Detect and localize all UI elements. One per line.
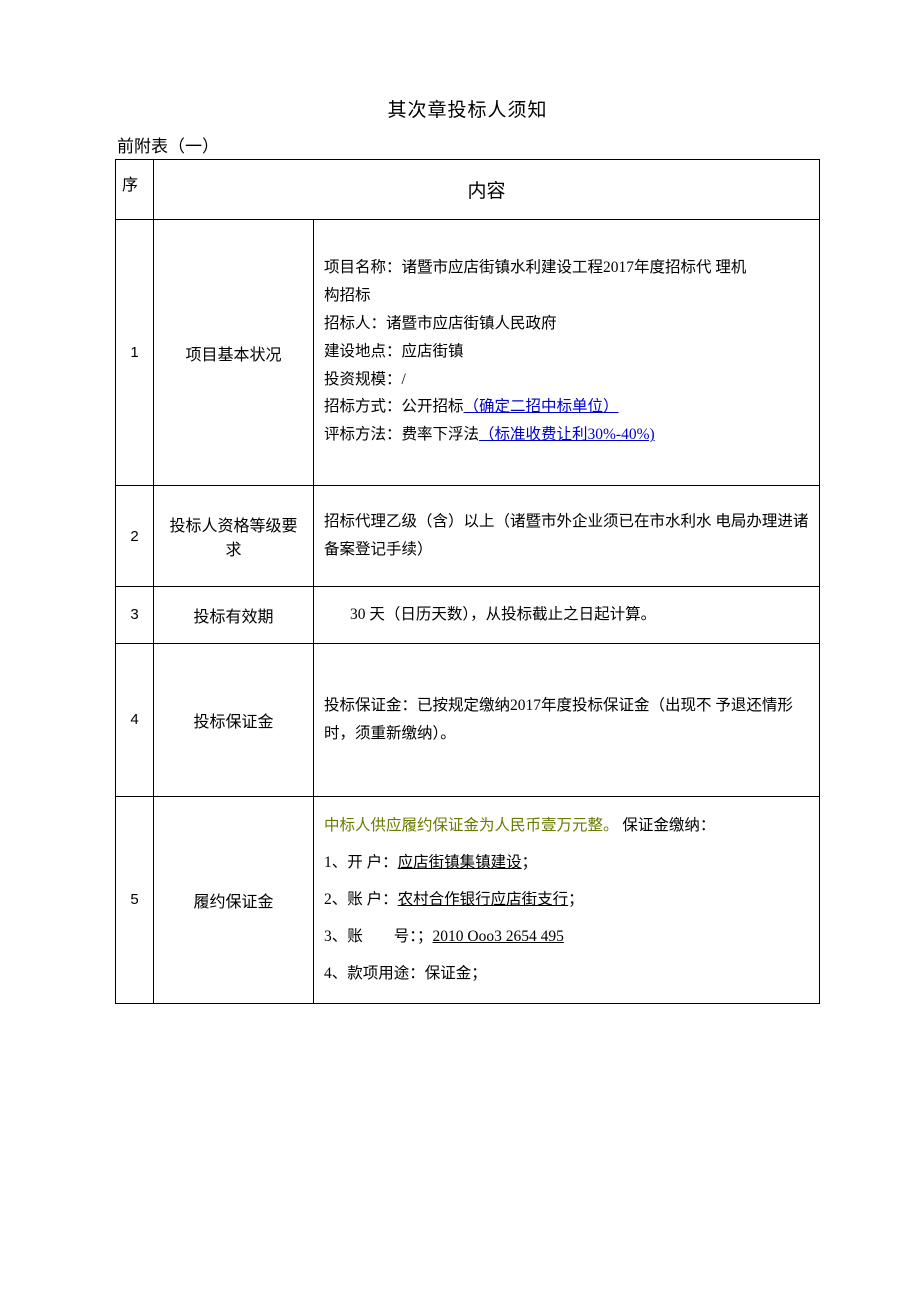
link-text: （标准收费让利30%-40%) <box>479 426 655 443</box>
row-name: 投标有效期 <box>154 587 314 644</box>
underline-text: 农村合作银行应店街支行 <box>398 891 569 908</box>
text-line: 保证金缴纳： <box>619 817 716 834</box>
table-row: 4 投标保证金 投标保证金：已按规定缴纳2017年度投标保证金（出现不 予退还情… <box>116 643 820 796</box>
text-line: 构招标 <box>324 287 371 304</box>
table-header-row: 序 内容 <box>116 160 820 220</box>
row-name: 履约保证金 <box>154 796 314 1003</box>
row-content: 投标保证金：已按规定缴纳2017年度投标保证金（出现不 予退还情形时，须重新缴纳… <box>314 643 820 796</box>
header-seq: 序 <box>116 160 154 220</box>
row-seq: 5 <box>116 796 154 1003</box>
row-seq: 3 <box>116 587 154 644</box>
table-row: 1 项目基本状况 项目名称：诸暨市应店街镇水利建设工程2017年度招标代 理机 … <box>116 220 820 486</box>
text-line: 4、款项用途：保证金； <box>324 965 487 982</box>
text-line: 项目名称：诸暨市应店街镇水利建设工程2017年度招标代 理机 <box>324 259 746 276</box>
link-text: （确定二招中标单位） <box>464 398 619 415</box>
table-row: 5 履约保证金 中标人供应履约保证金为人民币壹万元整。 保证金缴纳： 1、开 户… <box>116 796 820 1003</box>
text-line: 建设地点：应店街镇 <box>324 343 464 360</box>
text-line: 1、开 户： <box>324 854 398 871</box>
row-seq: 2 <box>116 486 154 587</box>
text-line: 招标方式：公开招标 <box>324 398 464 415</box>
underline-text: 应店街镇集镇建设 <box>398 854 522 871</box>
row-seq: 4 <box>116 643 154 796</box>
text-line: 招标人：诸暨市应店街镇人民政府 <box>324 315 557 332</box>
table-row: 3 投标有效期 30 天（日历天数），从投标截止之日起计算。 <box>116 587 820 644</box>
row-content: 30 天（日历天数），从投标截止之日起计算。 <box>314 587 820 644</box>
text-line: 3、账 号：； <box>324 928 433 945</box>
attachment-label: 前附表（一） <box>117 132 820 157</box>
row-content: 中标人供应履约保证金为人民币壹万元整。 保证金缴纳： 1、开 户：应店街镇集镇建… <box>314 796 820 1003</box>
text-line: 投资规模：/ <box>324 371 406 388</box>
bidder-notice-table: 序 内容 1 项目基本状况 项目名称：诸暨市应店街镇水利建设工程2017年度招标… <box>115 159 820 1004</box>
header-content: 内容 <box>154 160 820 220</box>
text-line: ； <box>522 854 538 871</box>
underline-text: 2010 Ooo3 2654 495 <box>433 928 564 945</box>
row-name: 投标保证金 <box>154 643 314 796</box>
highlight-text: 中标人供应履约保证金为人民币壹万元整。 <box>324 817 619 834</box>
table-row: 2 投标人资格等级要求 招标代理乙级（含）以上（诸暨市外企业须已在市水利水 电局… <box>116 486 820 587</box>
row-seq: 1 <box>116 220 154 486</box>
row-name: 投标人资格等级要求 <box>154 486 314 587</box>
text-line: ； <box>568 891 584 908</box>
row-content: 招标代理乙级（含）以上（诸暨市外企业须已在市水利水 电局办理进诸备案登记手续） <box>314 486 820 587</box>
text-line: 评标方法：费率下浮法 <box>324 426 479 443</box>
row-content: 项目名称：诸暨市应店街镇水利建设工程2017年度招标代 理机 构招标 招标人：诸… <box>314 220 820 486</box>
row-name: 项目基本状况 <box>154 220 314 486</box>
text-line: 2、账 户： <box>324 891 398 908</box>
document-page: 其次章投标人须知 前附表（一） 序 内容 1 项目基本状况 项目名称：诸暨市应店… <box>0 0 920 1301</box>
chapter-title: 其次章投标人须知 <box>115 95 820 122</box>
